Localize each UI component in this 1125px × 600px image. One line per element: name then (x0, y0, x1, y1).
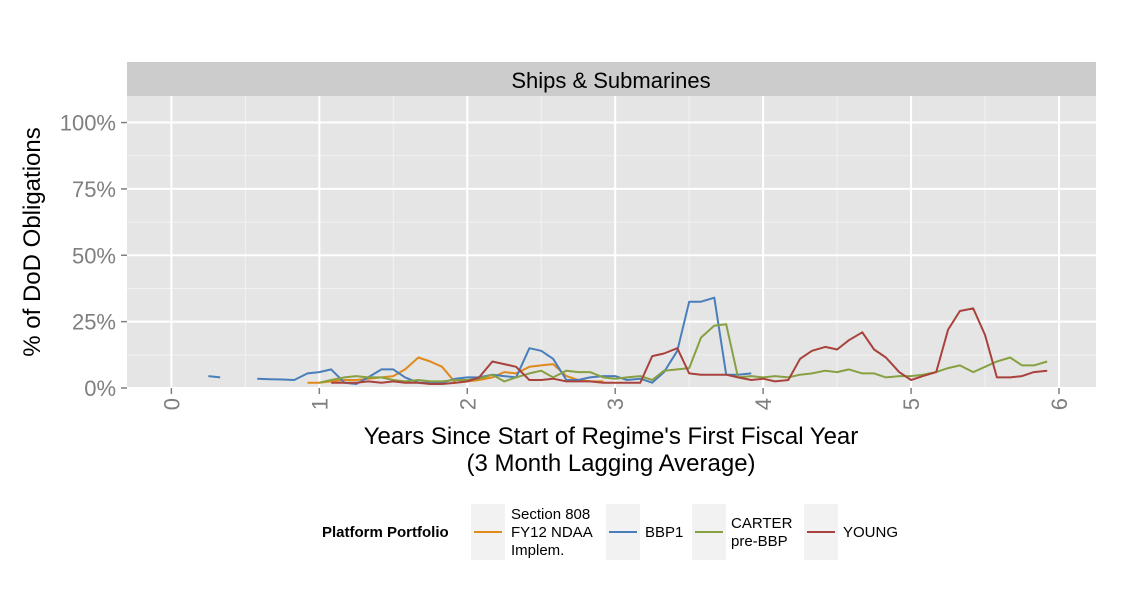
x-tick-label: 2 (455, 398, 480, 410)
y-axis-title: % of DoD Obligations (19, 127, 46, 356)
y-tick-label: 75% (72, 177, 116, 202)
x-tick-label: 3 (603, 398, 628, 410)
x-tick-label: 6 (1047, 398, 1072, 410)
legend-label: Section 808 FY12 NDAA Implem. (511, 506, 593, 559)
y-tick-label: 100% (60, 111, 116, 136)
y-tick-label: 0% (84, 376, 116, 401)
facet-strip (127, 62, 1096, 96)
series-line (331, 307, 1048, 385)
legend-label: YOUNG (843, 524, 898, 541)
x-axis-title: Years Since Start of Regime's First Fisc… (364, 423, 859, 450)
series-4 (331, 307, 1048, 385)
y-tick-label: 50% (72, 243, 116, 268)
y-axis: 0% 25% 50% 75% 100% (60, 111, 127, 401)
series-3 (319, 323, 1048, 384)
plot-panel (127, 96, 1096, 388)
minor-gridlines (127, 96, 1096, 388)
legend-title: Platform Portfolio (322, 524, 449, 541)
x-tick-label: 0 (159, 398, 184, 410)
facet-title: Ships & Submarines (511, 68, 710, 93)
series-lines (208, 296, 1048, 385)
legend-label: CARTER pre-BBP (731, 515, 793, 550)
legend: Platform Portfolio Section 808 FY12 NDAA I… (322, 504, 898, 560)
y-tick-label: 25% (72, 310, 116, 335)
x-axis: 0 1 2 3 4 5 6 (159, 388, 1072, 410)
x-axis-subtitle: (3 Month Lagging Average) (466, 450, 755, 477)
x-tick-label: 1 (307, 398, 332, 410)
x-tick-label: 4 (751, 398, 776, 410)
major-gridlines (127, 96, 1096, 389)
x-tick-label: 5 (899, 398, 924, 410)
series-line (319, 323, 1048, 384)
series-line (208, 375, 221, 379)
legend-label: BBP1 (645, 524, 683, 541)
